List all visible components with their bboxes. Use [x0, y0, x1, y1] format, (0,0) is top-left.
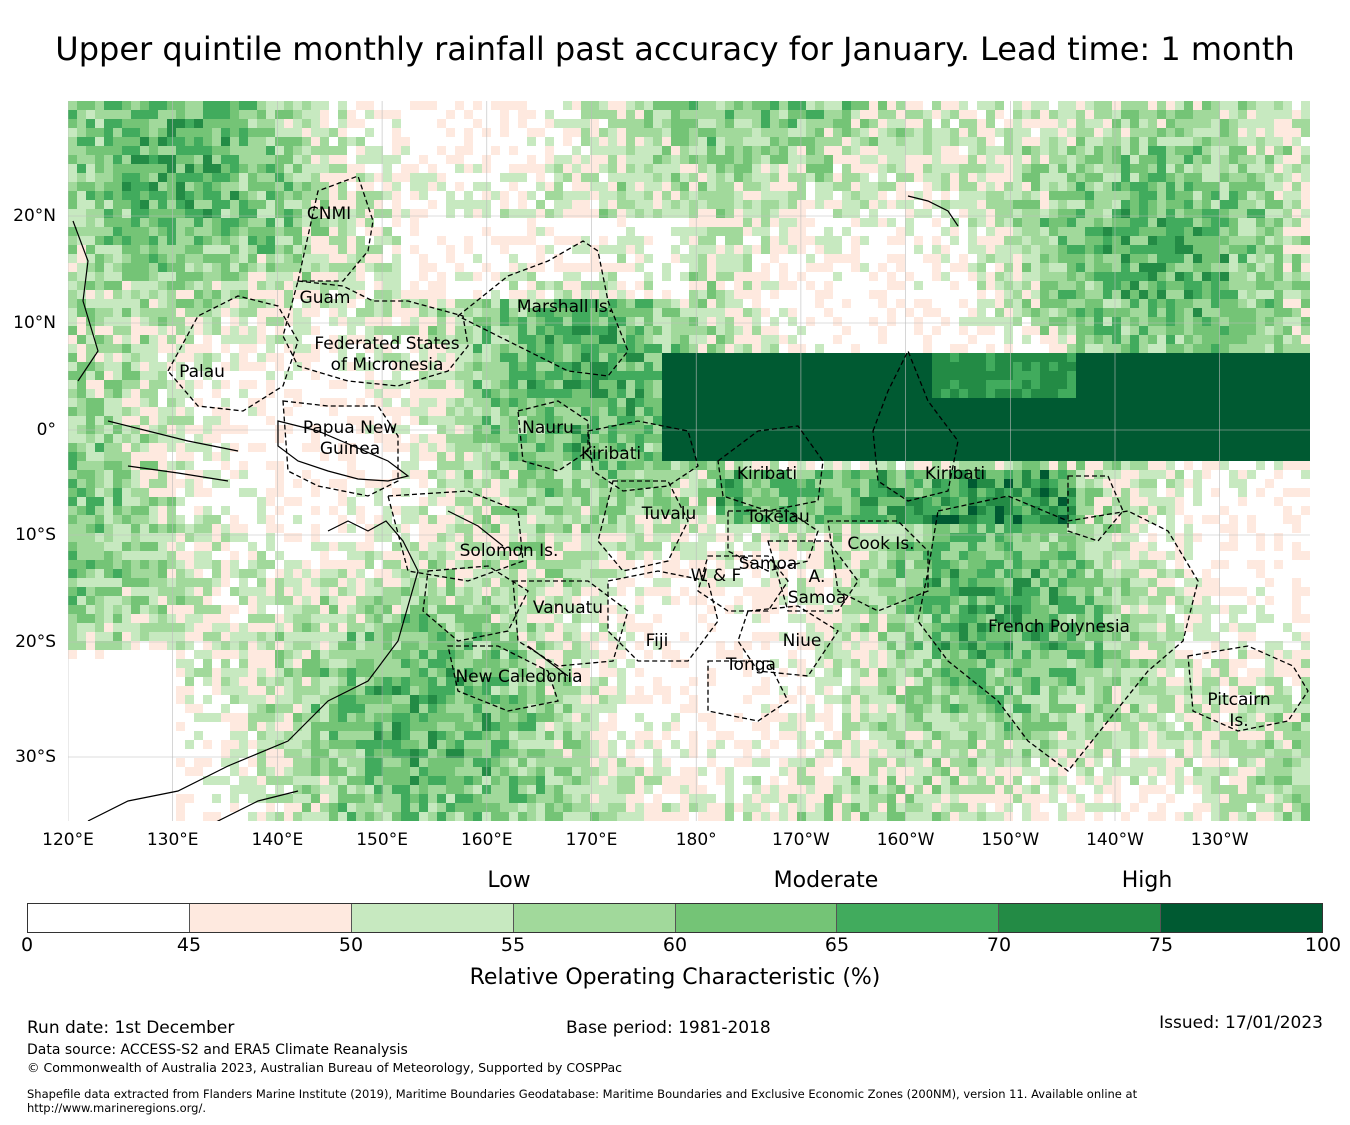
colorbar-tick-label: 70 [986, 934, 1012, 956]
colorbar-segment [837, 904, 1000, 932]
category-moderate: Moderate [773, 868, 879, 893]
latitude-tick-label: 0° [36, 420, 56, 440]
longitude-tick-label: 160°W [876, 830, 935, 850]
region-label-frenchpoly: French Polynesia [988, 617, 1130, 637]
category-low: Low [487, 868, 531, 893]
rainfall-accuracy-grid [68, 101, 1310, 821]
region-label-tuvalu: Tuvalu [641, 504, 697, 524]
category-high: High [1121, 868, 1173, 893]
region-label-cnmi: CNMI [307, 204, 351, 224]
region-label-vanuatu: Vanuatu [533, 598, 603, 618]
latitude-tick-label: 20°S [15, 632, 56, 652]
region-label-asamoa: A. Samoa [788, 567, 847, 608]
region-label-tonga: Tonga [725, 655, 776, 675]
region-label-palau: Palau [179, 362, 225, 382]
region-label-fsm: Federated States of Micronesia [314, 334, 459, 375]
region-label-png: Papua New Guinea [303, 418, 397, 459]
shapefile-url: http://www.marineregions.org/. [27, 1101, 206, 1115]
longitude-tick-label: 150°W [981, 830, 1040, 850]
latitude-tick-label: 30°S [15, 747, 56, 767]
colorbar-segment [28, 904, 190, 932]
colorbar-tick-label: 0 [20, 934, 34, 956]
latitude-tick-label: 10°N [13, 313, 56, 333]
colorbar-segment [1161, 904, 1322, 932]
shapefile-credit: Shapefile data extracted from Flanders M… [27, 1087, 1138, 1101]
latitude-tick-label: 20°N [13, 206, 56, 226]
run-date: Run date: 1st December [27, 1018, 235, 1038]
region-label-wf: W & F [691, 566, 742, 586]
colorbar-tick-label: 45 [176, 934, 202, 956]
region-label-kiribati-w: Kiribati [581, 444, 641, 464]
region-label-fiji: Fiji [646, 631, 669, 651]
colorbar-tick-label: 65 [824, 934, 850, 956]
region-label-marshall: Marshall Is. [517, 297, 613, 317]
colorbar-segment [513, 904, 676, 932]
coastlines [72, 195, 959, 821]
base-period: Base period: 1981-2018 [566, 1018, 771, 1038]
longitude-tick-label: 140°W [1086, 830, 1144, 850]
copyright: © Commonwealth of Australia 2023, Austra… [27, 1060, 622, 1075]
colorbar-tick-label: 50 [338, 934, 364, 956]
issued-date: Issued: 17/01/2023 [1159, 1013, 1323, 1033]
longitude-tick-label: 130°W [1190, 830, 1249, 850]
region-label-tokelau: Tokelau [745, 507, 810, 527]
colorbar-tick-label: 100 [1304, 934, 1342, 956]
eez-boundaries [167, 175, 1309, 772]
colorbar-segment [675, 904, 838, 932]
map-canvas: CNMI Guam Marshall Is. Federated States of M… [68, 101, 1310, 821]
region-label-newcal: New Caledonia [455, 667, 582, 687]
graticule [68, 101, 1310, 821]
region-label-guam: Guam [300, 288, 351, 308]
colorbar-label: Relative Operating Characteristic (%) [469, 965, 881, 990]
region-label-kiribati-c: Kiribati [737, 464, 797, 484]
longitude-tick-label: 170°W [772, 830, 830, 850]
data-source: Data source: ACCESS-S2 and ERA5 Climate … [27, 1042, 408, 1058]
longitude-tick-label: 180° [675, 830, 717, 850]
region-label-niue: Niue [783, 631, 822, 651]
region-label-pitcairn: Pitcairn Is. [1207, 690, 1270, 731]
chart-title: Upper quintile monthly rainfall past acc… [55, 30, 1295, 68]
longitude-tick-label: 140°E [251, 830, 304, 850]
longitude-tick-label: 170°E [565, 830, 618, 850]
longitude-tick-label: 120°E [42, 830, 94, 850]
colorbar-segment [189, 904, 352, 932]
region-labels: CNMI Guam Marshall Is. Federated States of M… [179, 204, 1271, 731]
region-label-kiribati-e: Kiribati [925, 464, 985, 484]
region-label-nauru: Nauru [522, 418, 574, 438]
longitude-tick-label: 160°E [460, 830, 513, 850]
map-panel: CNMI Guam Marshall Is. Federated States of M… [68, 101, 1310, 821]
colorbar-tick-label: 55 [500, 934, 526, 956]
latitude-tick-label: 10°S [15, 525, 56, 545]
region-label-solomon: Solomon Is. [460, 541, 559, 561]
colorbar-tick-label: 60 [662, 934, 688, 956]
longitude-tick-label: 130°E [146, 830, 199, 850]
colorbar-tick-label: 75 [1148, 934, 1174, 956]
longitude-tick-label: 150°E [356, 830, 408, 850]
region-label-cook: Cook Is. [847, 534, 914, 554]
colorbar-segment [999, 904, 1162, 932]
region-label-samoa: Samoa [739, 554, 798, 574]
colorbar-segment [351, 904, 514, 932]
colorbar [27, 903, 1323, 933]
